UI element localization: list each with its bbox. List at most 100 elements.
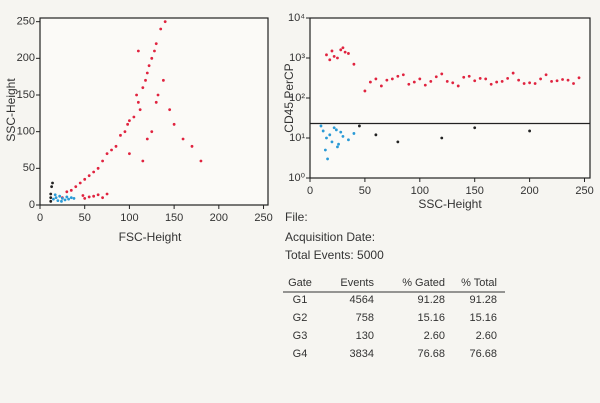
table-cell: 76.68 bbox=[469, 348, 497, 360]
event-dot bbox=[83, 197, 87, 200]
event-dot bbox=[49, 199, 53, 203]
y-tick-label: 50 bbox=[23, 162, 35, 174]
event-dot bbox=[572, 82, 575, 85]
event-dot bbox=[81, 194, 85, 197]
x-tick-label: 250 bbox=[575, 185, 593, 197]
event-dot bbox=[58, 194, 62, 198]
event-dot bbox=[336, 145, 339, 149]
event-dot bbox=[101, 196, 104, 200]
table-header: Events bbox=[340, 277, 374, 289]
x-tick-label: 0 bbox=[307, 185, 313, 197]
y-tick-label: 10⁰ bbox=[288, 172, 305, 184]
event-dot bbox=[577, 76, 581, 80]
event-dot bbox=[123, 130, 127, 134]
event-dot bbox=[72, 197, 76, 200]
event-dot bbox=[440, 136, 444, 140]
event-dot bbox=[326, 157, 329, 161]
event-dot bbox=[144, 78, 147, 82]
event-dot bbox=[511, 71, 515, 75]
event-dot bbox=[334, 128, 338, 132]
event-dot bbox=[87, 195, 91, 199]
table-cell: 4564 bbox=[350, 294, 374, 306]
y-tick-label: 0 bbox=[29, 199, 35, 211]
y-tick-label: 10¹ bbox=[289, 132, 305, 144]
x-tick-label: 150 bbox=[165, 212, 183, 224]
event-dot bbox=[343, 50, 347, 54]
x-tick-label: 100 bbox=[411, 185, 429, 197]
event-dot bbox=[368, 80, 372, 84]
event-dot bbox=[500, 80, 504, 83]
table-cell: 130 bbox=[356, 330, 374, 342]
event-dot bbox=[172, 122, 176, 126]
event-dot bbox=[555, 79, 559, 83]
table-cell: 2.60 bbox=[476, 330, 497, 342]
event-dot bbox=[462, 75, 466, 79]
y-axis-title: CD45 PerCP bbox=[282, 63, 296, 132]
event-dot bbox=[154, 100, 158, 104]
table-cell: 3834 bbox=[350, 348, 374, 360]
event-dot bbox=[49, 196, 53, 200]
event-dot bbox=[92, 194, 96, 198]
x-axis-title: FSC-Height bbox=[119, 230, 182, 244]
event-dot bbox=[434, 75, 438, 79]
event-dot bbox=[319, 124, 323, 128]
event-dot bbox=[561, 78, 564, 81]
table-header: % Total bbox=[461, 277, 497, 289]
event-dot bbox=[50, 185, 54, 189]
event-dot bbox=[126, 122, 130, 126]
event-dot bbox=[96, 193, 100, 197]
event-dot bbox=[379, 84, 383, 88]
event-dot bbox=[347, 138, 350, 142]
event-dot bbox=[374, 77, 378, 81]
event-dot bbox=[328, 133, 332, 137]
event-dot bbox=[150, 56, 154, 60]
event-dot bbox=[136, 49, 140, 53]
event-dot bbox=[101, 159, 104, 163]
event-dot bbox=[128, 119, 131, 123]
event-dot bbox=[352, 132, 356, 135]
event-dot bbox=[325, 53, 328, 57]
event-dot bbox=[105, 192, 109, 196]
event-dot bbox=[119, 133, 122, 137]
table-cell: 15.16 bbox=[417, 312, 445, 324]
event-dot bbox=[495, 80, 499, 84]
event-dot bbox=[412, 80, 416, 84]
event-dot bbox=[396, 74, 400, 78]
event-dot bbox=[74, 185, 78, 189]
event-dot bbox=[456, 84, 460, 88]
table-header: % Gated bbox=[402, 277, 445, 289]
event-dot bbox=[69, 188, 73, 192]
table-cell: G2 bbox=[293, 312, 308, 324]
x-tick-label: 50 bbox=[359, 185, 371, 197]
event-dot bbox=[528, 81, 532, 85]
event-dot bbox=[429, 80, 433, 83]
event-dot bbox=[528, 129, 532, 133]
table-cell: 2.60 bbox=[424, 330, 445, 342]
x-tick-label: 100 bbox=[120, 212, 138, 224]
y-tick-label: 250 bbox=[17, 16, 35, 28]
table-cell: 76.68 bbox=[417, 348, 445, 360]
table-cell: G3 bbox=[293, 330, 308, 342]
table-cell: 15.16 bbox=[469, 312, 497, 324]
event-dot bbox=[339, 130, 343, 134]
event-dot bbox=[63, 198, 67, 202]
event-dot bbox=[156, 93, 160, 97]
event-dot bbox=[347, 52, 350, 55]
plot-frame bbox=[39, 17, 269, 206]
y-tick-label: 10³ bbox=[289, 52, 305, 64]
event-dot bbox=[522, 82, 526, 85]
x-tick-label: 200 bbox=[520, 185, 538, 197]
y-axis-title: SSC-Height bbox=[4, 78, 18, 142]
total-events: Total Events: 5000 bbox=[285, 248, 384, 262]
event-dot bbox=[385, 78, 389, 82]
event-dot bbox=[135, 93, 138, 97]
x-axis-title: SSC-Height bbox=[418, 197, 482, 211]
event-dot bbox=[566, 78, 570, 82]
event-dot bbox=[478, 76, 482, 80]
event-dot bbox=[51, 181, 54, 185]
event-dot bbox=[321, 129, 325, 133]
event-dot bbox=[539, 77, 542, 81]
y-tick-label: 10⁴ bbox=[288, 12, 305, 24]
event-dot bbox=[52, 197, 55, 201]
x-tick-label: 150 bbox=[466, 185, 484, 197]
